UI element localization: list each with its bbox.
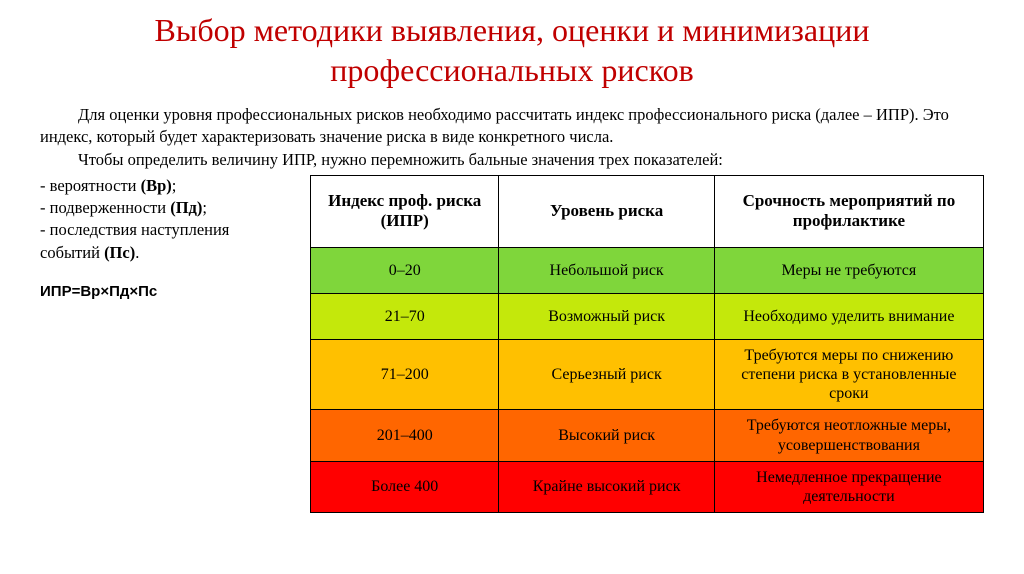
cell-level: Высокий риск bbox=[499, 410, 714, 461]
cell-level: Возможный риск bbox=[499, 293, 714, 339]
table-row: Более 400Крайне высокий рискНемедленное … bbox=[311, 461, 984, 512]
cell-ipr: 71–200 bbox=[311, 339, 499, 410]
intro-p1: Для оценки уровня профессиональных риско… bbox=[40, 104, 984, 149]
table-row: 71–200Серьезный рискТребуются меры по сн… bbox=[311, 339, 984, 410]
factor-cons-code: (Пс) bbox=[104, 243, 135, 262]
factors-block: - вероятности (Вр); - подверженности (Пд… bbox=[40, 175, 290, 513]
cell-ipr: 0–20 bbox=[311, 247, 499, 293]
cell-ipr: 21–70 bbox=[311, 293, 499, 339]
cell-action: Требуются меры по снижению степени риска… bbox=[714, 339, 983, 410]
table-row: 201–400Высокий рискТребуются неотложные … bbox=[311, 410, 984, 461]
cell-level: Крайне высокий риск bbox=[499, 461, 714, 512]
th-action: Срочность мероприятий по профилактике bbox=[714, 175, 983, 247]
th-level: Уровень риска bbox=[499, 175, 714, 247]
intro-text: Для оценки уровня профессиональных риско… bbox=[40, 104, 984, 171]
page-title: Выбор методики выявления, оценки и миним… bbox=[40, 10, 984, 90]
factor-prob-label: - вероятности bbox=[40, 176, 141, 195]
cell-ipr: 201–400 bbox=[311, 410, 499, 461]
formula: ИПР=Вр×Пд×Пс bbox=[40, 282, 290, 302]
intro-p2: Чтобы определить величину ИПР, нужно пер… bbox=[40, 149, 984, 171]
cell-level: Небольшой риск bbox=[499, 247, 714, 293]
factor-exp-label: - подверженности bbox=[40, 198, 170, 217]
cell-level: Серьезный риск bbox=[499, 339, 714, 410]
table-row: 0–20Небольшой рискМеры не требуются bbox=[311, 247, 984, 293]
table-header-row: Индекс проф. риска (ИПР) Уровень риска С… bbox=[311, 175, 984, 247]
cell-action: Немедленное прекращение деятельности bbox=[714, 461, 983, 512]
risk-table: Индекс проф. риска (ИПР) Уровень риска С… bbox=[310, 175, 984, 513]
factor-exp-code: (Пд) bbox=[170, 198, 202, 217]
cell-action: Необходимо уделить внимание bbox=[714, 293, 983, 339]
cell-action: Требуются неотложные меры, усовершенство… bbox=[714, 410, 983, 461]
cell-action: Меры не требуются bbox=[714, 247, 983, 293]
th-ipr: Индекс проф. риска (ИПР) bbox=[311, 175, 499, 247]
table-row: 21–70Возможный рискНеобходимо уделить вн… bbox=[311, 293, 984, 339]
cell-ipr: Более 400 bbox=[311, 461, 499, 512]
factor-prob-code: (Вр) bbox=[141, 176, 172, 195]
